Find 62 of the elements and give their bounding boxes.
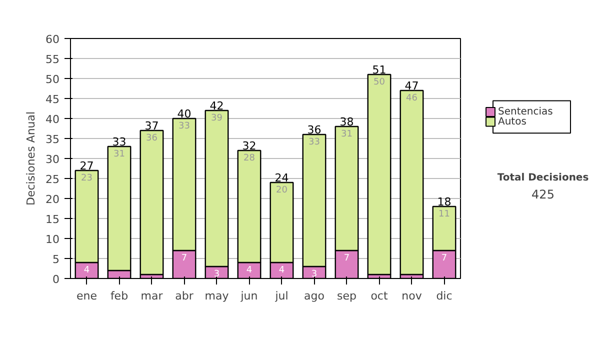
data-label: 39 [211,114,223,124]
total-label: 47 [404,80,419,92]
y-tick-label: 45 [46,93,60,106]
data-label: 4 [278,266,285,276]
total-label: 27 [80,160,94,172]
y-tick-label: 20 [46,193,60,206]
data-label: 11 [438,210,450,220]
total-label: 33 [112,136,126,148]
total-label: 42 [210,100,224,112]
data-label: 33 [178,122,190,132]
y-tick-label: 35 [46,133,60,146]
data-label: 4 [246,266,252,276]
x-tick-label: jun [240,290,258,302]
data-label: 23 [81,174,92,184]
total-label: 51 [372,64,386,76]
legend-label: Autos [498,116,526,128]
y-axis-title: Decisiones Anual [24,111,38,206]
data-label: 31 [114,150,125,160]
x-tick-label: ago [304,290,325,302]
y-tick-label: 40 [46,113,60,126]
data-label: 36 [146,134,158,144]
data-label: 46 [406,94,418,104]
legend-label: Sentencias [498,106,553,118]
x-tick-label: mar [140,290,164,302]
total-label: 37 [144,120,159,132]
total-label: 24 [274,172,289,184]
x-tick-label: may [204,290,230,302]
x-tick-label: ene [76,290,98,302]
x-tick-label: sep [337,290,357,302]
x-tick-label: oct [370,290,388,302]
x-tick-label: feb [110,290,128,302]
total-label: 36 [307,124,322,136]
y-tick-label: 15 [46,213,60,226]
y-tick-label: 30 [46,153,60,166]
x-tick-label: nov [402,290,422,302]
total-label: 32 [242,140,256,152]
data-label: 4 [84,266,90,276]
y-tick-label: 60 [46,33,60,46]
x-tick-label: jul [274,290,288,302]
text: 425 [532,188,554,202]
data-label: 7 [344,254,350,264]
data-label: 31 [341,130,352,140]
x-tick-label: abr [175,290,194,302]
data-label: 7 [181,254,188,264]
y-tick-label: 0 [52,273,60,286]
text: Total Decisiones [497,172,589,184]
total-label: 18 [437,196,452,208]
data-label: 33 [308,138,320,148]
y-tick-label: 10 [46,233,60,246]
y-tick-label: 25 [46,173,60,186]
x-tick-label: dic [436,290,452,302]
y-tick-label: 55 [46,53,60,66]
data-label: 20 [276,186,288,196]
data-label: 50 [374,78,386,88]
data-label: 7 [441,254,448,264]
data-label: 3 [311,270,318,280]
y-tick-label: 5 [52,253,60,266]
data-label: 3 [214,270,220,280]
data-label: 28 [244,154,256,164]
total-label: 40 [177,108,192,120]
y-tick-label: 50 [46,73,60,86]
total-label: 38 [340,116,354,128]
